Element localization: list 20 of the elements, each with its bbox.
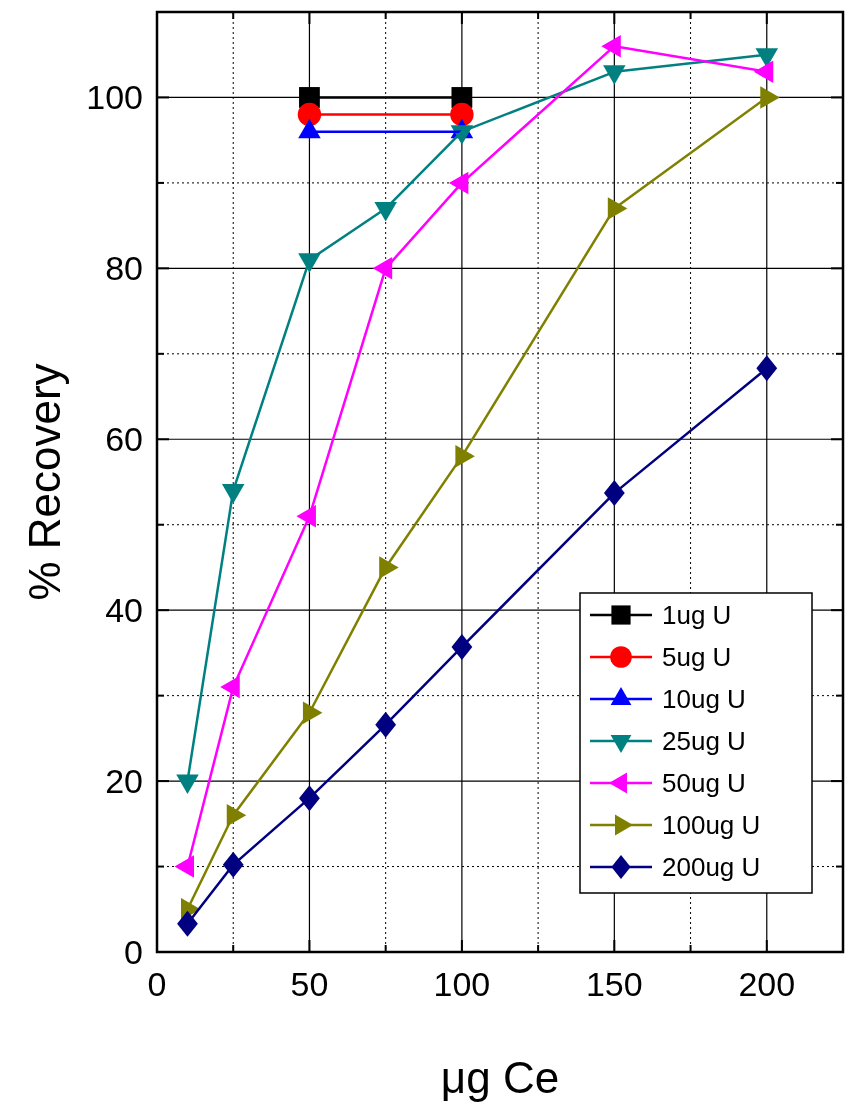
x-tick-label: 150 xyxy=(585,965,643,1003)
y-tick-label: 100 xyxy=(86,78,143,117)
y-tick-label: 40 xyxy=(105,591,143,630)
legend-label: 100ug U xyxy=(662,810,761,840)
legend-label: 1ug U xyxy=(662,600,732,630)
legend-label: 25ug U xyxy=(662,726,746,756)
x-tick-label: 200 xyxy=(738,965,796,1003)
y-tick-label: 0 xyxy=(124,933,143,971)
legend-label: 50ug U xyxy=(662,768,746,798)
legend-label: 10ug U xyxy=(662,684,746,714)
x-axis-title: μg Ce xyxy=(440,1053,560,1102)
y-tick-label: 80 xyxy=(105,249,143,288)
y-tick-label: 20 xyxy=(105,762,143,801)
x-tick-label: 50 xyxy=(290,965,329,1003)
legend-label: 200ug U xyxy=(662,852,761,882)
x-tick-label: 100 xyxy=(433,965,491,1003)
y-axis-title: % Recovery xyxy=(20,363,69,601)
legend-label: 5ug U xyxy=(662,642,732,672)
x-tick-label: 0 xyxy=(147,965,167,1003)
y-tick-label: 60 xyxy=(105,420,143,459)
